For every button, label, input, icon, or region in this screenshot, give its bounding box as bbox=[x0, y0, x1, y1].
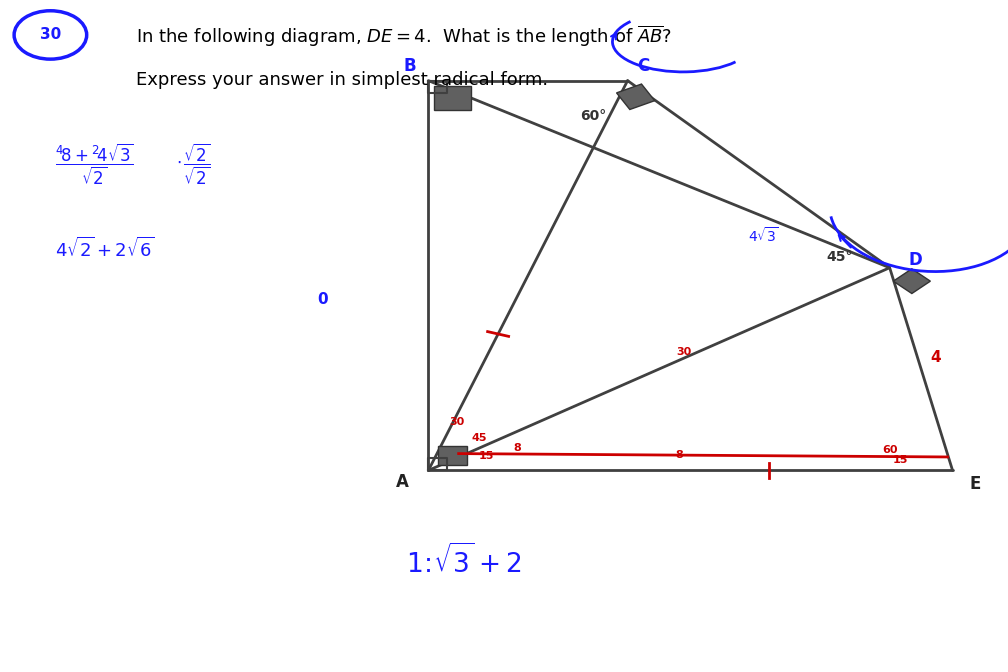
Text: 30: 30 bbox=[39, 28, 61, 42]
Text: 30: 30 bbox=[676, 347, 691, 358]
Text: 60°: 60° bbox=[581, 109, 607, 122]
Text: 4: 4 bbox=[930, 350, 940, 366]
Text: $\dfrac{^4\!8 + {^2\!4\sqrt{3}}}{\sqrt{2}}$: $\dfrac{^4\!8 + {^2\!4\sqrt{3}}}{\sqrt{2… bbox=[55, 142, 134, 187]
Text: C: C bbox=[638, 57, 650, 75]
Polygon shape bbox=[434, 86, 471, 110]
Polygon shape bbox=[438, 446, 467, 465]
Text: 8: 8 bbox=[513, 443, 521, 452]
Text: In the following diagram, $DE = 4$.  What is the length of $\overline{AB}$?: In the following diagram, $DE = 4$. What… bbox=[136, 24, 672, 49]
Text: $4\sqrt{3}$: $4\sqrt{3}$ bbox=[748, 226, 779, 245]
Text: 8: 8 bbox=[675, 450, 683, 460]
Text: 0: 0 bbox=[318, 292, 328, 306]
Text: Express your answer in simplest radical form.: Express your answer in simplest radical … bbox=[136, 71, 548, 89]
Polygon shape bbox=[617, 84, 655, 110]
Text: B: B bbox=[404, 57, 416, 75]
Text: 60: 60 bbox=[882, 446, 898, 455]
Text: 45: 45 bbox=[471, 433, 487, 443]
Text: E: E bbox=[969, 475, 981, 493]
Text: 45°: 45° bbox=[826, 250, 853, 264]
Polygon shape bbox=[893, 269, 930, 294]
Text: A: A bbox=[396, 474, 408, 491]
Text: 30: 30 bbox=[449, 417, 465, 427]
Text: $\cdot\,\dfrac{\sqrt{2}}{\sqrt{2}}$: $\cdot\,\dfrac{\sqrt{2}}{\sqrt{2}}$ bbox=[176, 142, 211, 187]
Text: D: D bbox=[909, 251, 922, 269]
Text: 15: 15 bbox=[892, 456, 908, 465]
Text: 15: 15 bbox=[479, 451, 495, 460]
Text: $4\sqrt{2} + 2\sqrt{6}$: $4\sqrt{2} + 2\sqrt{6}$ bbox=[55, 237, 155, 261]
Text: $1\!:\!\sqrt{3}+2$: $1\!:\!\sqrt{3}+2$ bbox=[406, 544, 521, 579]
